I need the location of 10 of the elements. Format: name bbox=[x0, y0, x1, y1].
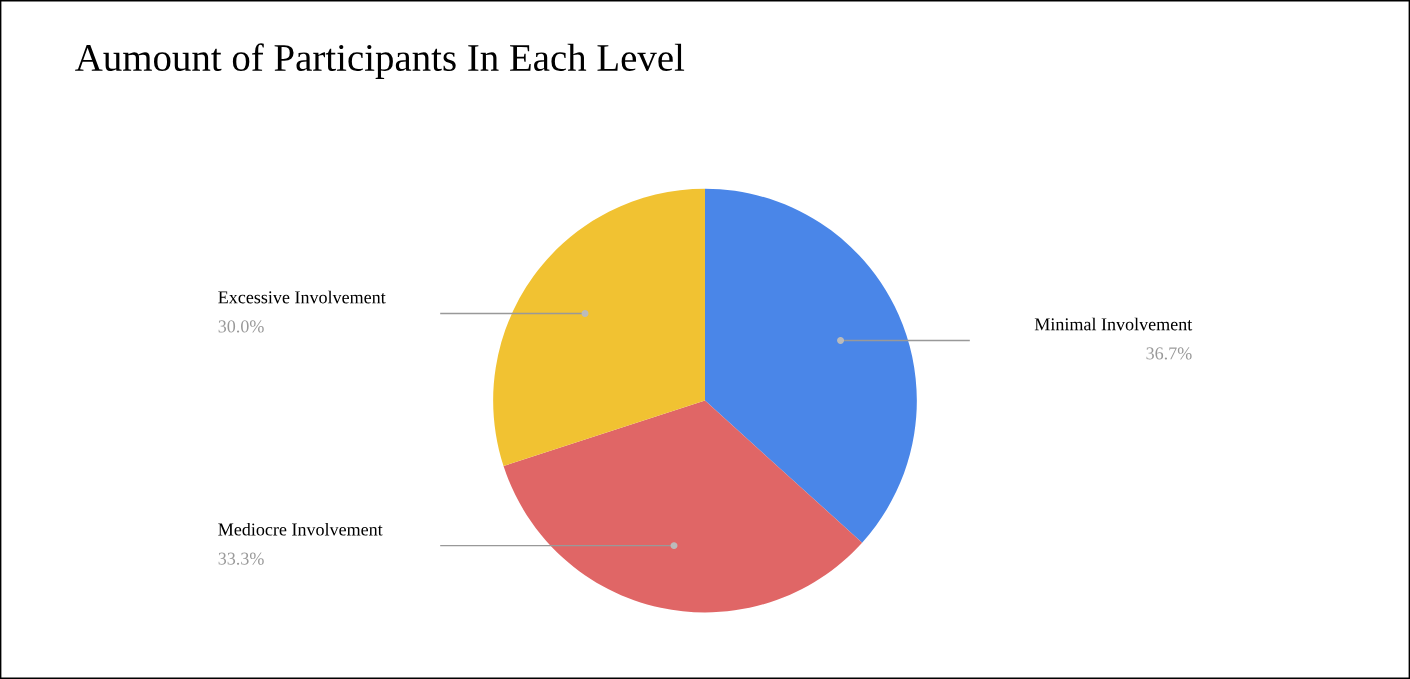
chart-title: Aumount of Participants In Each Level bbox=[75, 43, 685, 79]
slice-label: Excessive Involvement bbox=[218, 290, 386, 304]
slice-label: Mediocre Involvement bbox=[218, 522, 383, 536]
slice-label: Minimal Involvement bbox=[1034, 317, 1193, 331]
data-label: 30.0% bbox=[218, 320, 264, 333]
data-label: 33.3% bbox=[218, 552, 264, 565]
pie-slice bbox=[493, 188, 705, 467]
data-label: 36.7% bbox=[1146, 347, 1192, 360]
pie-slice bbox=[705, 188, 917, 543]
pie-slice bbox=[503, 400, 863, 613]
